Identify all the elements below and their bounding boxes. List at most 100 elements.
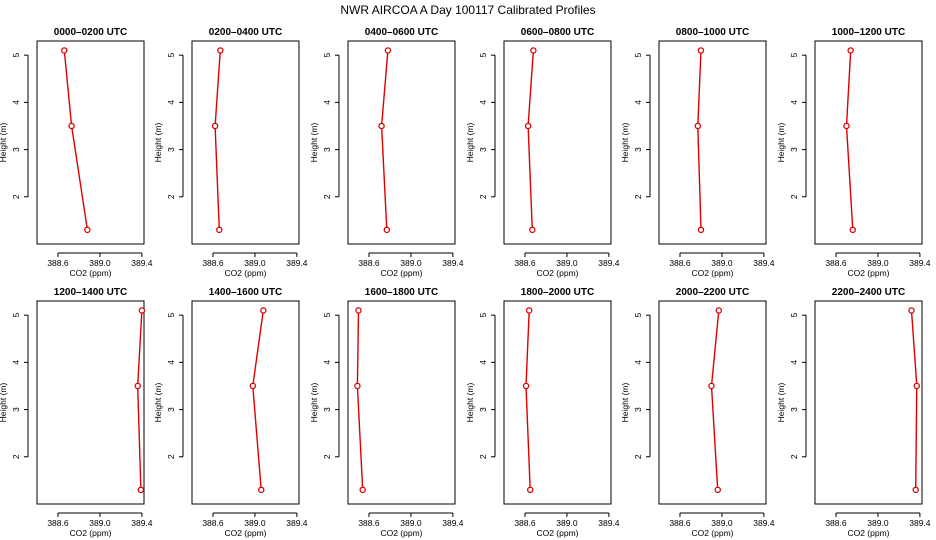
data-point <box>524 122 532 130</box>
plot-frame <box>191 300 300 505</box>
panel-title: 2000–2200 UTC <box>676 287 749 298</box>
y-tick-label: 5 <box>322 313 332 318</box>
plot-frame <box>36 300 145 505</box>
x-tick-label: 388.6 <box>669 518 691 528</box>
profile-panel: 0800–1000 UTC 388.6 389.0 389.4 CO2 (ppm) 2 3 4… <box>620 27 775 278</box>
y-tick-label: 2 <box>11 194 21 199</box>
plot-frame <box>658 40 767 245</box>
profile-line <box>380 50 389 230</box>
x-tick-label: 388.6 <box>825 518 847 528</box>
x-tick-label: 389.0 <box>867 258 889 268</box>
profile-line <box>136 310 143 490</box>
y-tick-label: 5 <box>789 53 799 58</box>
y-axis-label: Height (m) <box>465 123 475 163</box>
data-point <box>708 382 715 390</box>
x-axis-label: CO2 (ppm) <box>536 268 578 278</box>
y-tick-label: 2 <box>478 194 488 199</box>
data-point <box>525 307 533 314</box>
y-tick-label: 3 <box>11 147 21 152</box>
y-axis-label: Height (m) <box>776 383 786 423</box>
y-tick-label: 4 <box>478 360 488 365</box>
y-tick-label: 5 <box>633 53 643 58</box>
x-tick-label: 389.4 <box>753 258 775 268</box>
x-tick-label: 389.4 <box>753 518 775 528</box>
data-point <box>530 47 537 54</box>
y-tick-label: 4 <box>322 360 332 365</box>
profile-line <box>697 50 702 230</box>
y-tick-label: 2 <box>166 454 176 459</box>
data-point <box>216 226 223 234</box>
x-axis-label: CO2 (ppm) <box>224 528 266 538</box>
y-tick-label: 4 <box>478 100 488 105</box>
x-tick-label: 388.6 <box>202 258 224 268</box>
x-axis-label: CO2 (ppm) <box>536 528 578 538</box>
y-tick-label: 4 <box>633 360 643 365</box>
profile-line <box>845 50 854 230</box>
plot-frame <box>814 300 923 505</box>
data-point <box>529 226 536 234</box>
x-axis-label: CO2 (ppm) <box>380 528 422 538</box>
panel-title: 0000–0200 UTC <box>54 27 127 38</box>
y-tick-label: 3 <box>789 147 799 152</box>
data-point <box>260 307 267 314</box>
profile-panel: 1400–1600 UTC 388.6 389.0 389.4 CO2 (ppm) 2 3 4… <box>153 287 308 538</box>
data-point <box>211 122 219 130</box>
x-tick-label: 389.0 <box>400 258 422 268</box>
data-point <box>912 486 919 494</box>
x-tick-label: 389.4 <box>598 518 620 528</box>
y-tick-label: 4 <box>789 100 799 105</box>
panel-title: 1400–1600 UTC <box>209 287 282 298</box>
panel-title: 0200–0400 UTC <box>209 27 282 38</box>
y-tick-label: 2 <box>633 194 643 199</box>
data-point <box>526 486 534 494</box>
figure-title: NWR AIRCOA A Day 100117 Calibrated Profi… <box>340 3 595 17</box>
x-axis-label: CO2 (ppm) <box>847 268 889 278</box>
y-tick-label: 4 <box>633 100 643 105</box>
data-point <box>522 382 530 390</box>
data-point <box>68 122 75 130</box>
plot-frame <box>191 40 300 245</box>
x-tick-label: 388.6 <box>358 258 380 268</box>
x-tick-label: 389.0 <box>89 518 111 528</box>
y-tick-label: 3 <box>478 147 488 152</box>
y-tick-label: 2 <box>478 454 488 459</box>
data-point <box>715 307 723 314</box>
y-tick-label: 4 <box>11 100 21 105</box>
y-tick-label: 2 <box>789 194 799 199</box>
y-axis-label: Height (m) <box>153 383 163 423</box>
data-point <box>249 382 257 390</box>
y-tick-label: 5 <box>478 53 488 58</box>
panel-title: 1600–1800 UTC <box>365 287 438 298</box>
panel-title: 0800–1000 UTC <box>676 27 749 38</box>
profile-line <box>710 310 720 490</box>
y-tick-label: 3 <box>166 407 176 412</box>
panel-title: 1000–1200 UTC <box>832 27 905 38</box>
panel-title: 2200–2400 UTC <box>832 287 905 298</box>
x-tick-label: 389.0 <box>867 518 889 528</box>
x-tick-label: 389.4 <box>131 518 153 528</box>
data-point <box>714 486 721 494</box>
y-axis-label: Height (m) <box>0 383 8 423</box>
profile-panel: 1800–2000 UTC 388.6 389.0 389.4 CO2 (ppm) 2 3 4… <box>465 287 620 538</box>
x-tick-label: 389.4 <box>598 258 620 268</box>
profile-panel: 2200–2400 UTC 388.6 389.0 389.4 CO2 (ppm) 2 3 4… <box>776 287 931 538</box>
data-point <box>355 307 362 314</box>
y-tick-label: 4 <box>166 360 176 365</box>
panel-title: 1800–2000 UTC <box>521 287 594 298</box>
data-point <box>134 382 141 390</box>
data-point <box>137 486 145 494</box>
x-tick-label: 389.4 <box>131 258 153 268</box>
x-axis-label: CO2 (ppm) <box>69 268 111 278</box>
y-tick-label: 3 <box>478 407 488 412</box>
y-tick-label: 2 <box>11 454 21 459</box>
data-point <box>359 486 366 494</box>
y-tick-label: 5 <box>11 53 21 58</box>
plot-frame <box>347 40 456 245</box>
panels-grid: 0000–0200 UTC 388.6 389.0 389.4 CO2 (ppm) 2 3 4… <box>0 27 931 538</box>
profile-line <box>525 310 531 490</box>
x-axis-label: CO2 (ppm) <box>224 268 266 278</box>
profile-panel: 1000–1200 UTC 388.6 389.0 389.4 CO2 (ppm) 2 3 4… <box>776 27 931 278</box>
x-axis-label: CO2 (ppm) <box>69 528 111 538</box>
data-point <box>913 382 921 390</box>
